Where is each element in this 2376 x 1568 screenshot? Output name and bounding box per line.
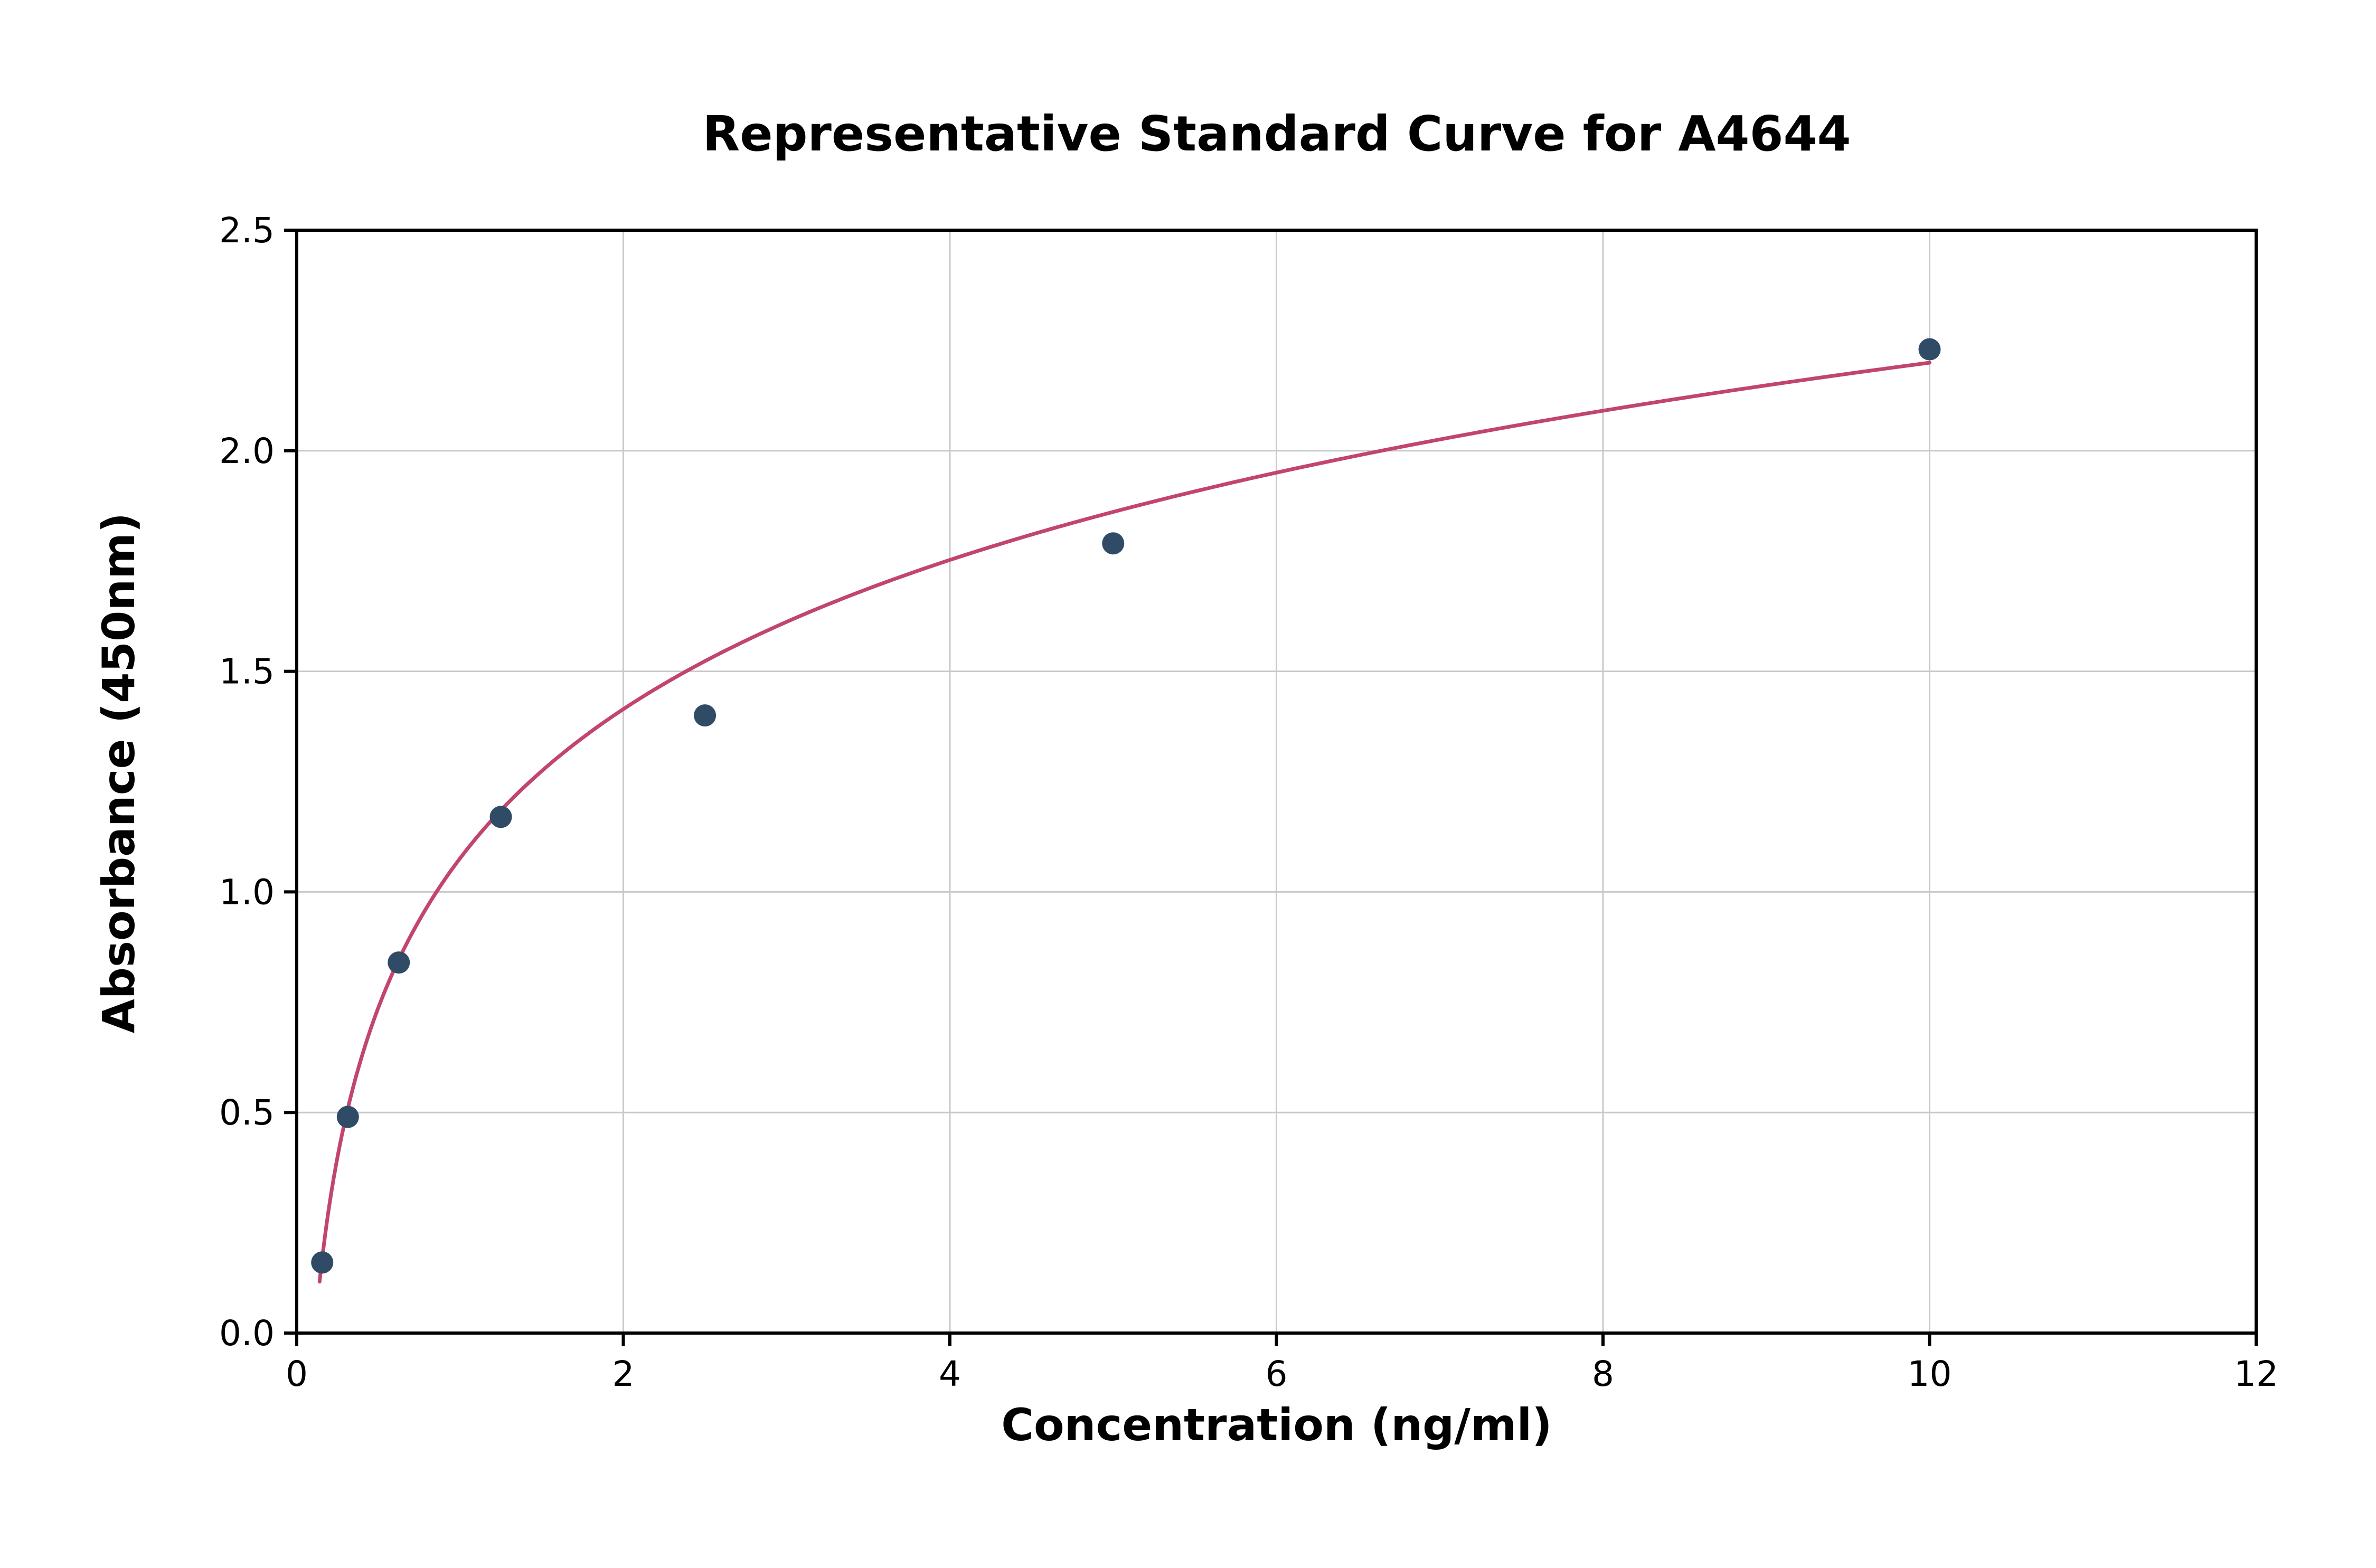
x-tick-label: 8 <box>1592 1354 1614 1394</box>
y-tick-label: 0.0 <box>219 1313 275 1354</box>
x-tick-label: 10 <box>1908 1354 1952 1394</box>
x-axis-label: Concentration (ng/ml) <box>1001 1399 1552 1451</box>
y-tick-label: 1.0 <box>219 872 275 912</box>
data-point <box>336 1106 359 1128</box>
data-point <box>489 806 512 828</box>
x-tick-label: 12 <box>2234 1354 2278 1394</box>
data-point <box>388 951 410 974</box>
chart-title: Representative Standard Curve for A4644 <box>702 106 1851 162</box>
data-point <box>1918 338 1941 361</box>
y-tick-label: 0.5 <box>219 1092 275 1133</box>
fit-curve <box>317 361 1931 1284</box>
x-tick-label: 0 <box>286 1354 308 1394</box>
y-tick-label: 2.0 <box>219 431 275 471</box>
y-tick-label: 1.5 <box>219 651 275 692</box>
data-point <box>311 1251 334 1274</box>
y-tick-label: 2.5 <box>219 210 275 251</box>
x-tick-label: 4 <box>939 1354 961 1394</box>
data-point <box>694 704 716 727</box>
x-tick-label: 2 <box>612 1354 635 1394</box>
data-point <box>1102 532 1125 555</box>
x-tick-label: 6 <box>1266 1354 1288 1394</box>
